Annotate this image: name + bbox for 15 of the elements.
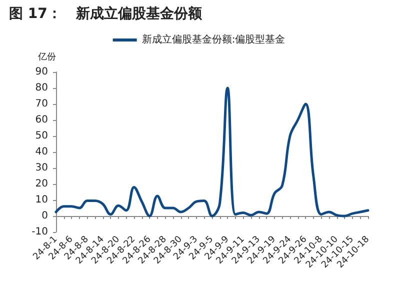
- y-tick-label: 20: [35, 178, 48, 190]
- y-tick-label: 10: [35, 194, 48, 206]
- chart-title: 图 17： 新成立偏股基金份额: [9, 5, 203, 22]
- y-axis-title: 亿份: [37, 52, 56, 62]
- y-tick-label: -10: [32, 226, 48, 238]
- y-tick-label: 90: [35, 66, 48, 78]
- line-series: [54, 86, 370, 218]
- y-tick-label: 0: [42, 210, 48, 222]
- y-tick-label: 60: [35, 114, 48, 126]
- legend-label: 新成立偏股基金份额:偏股型基金: [142, 34, 286, 46]
- y-tick-label: 50: [35, 130, 48, 142]
- y-tick-label: 70: [35, 98, 48, 110]
- y-tick-label: 80: [35, 82, 48, 94]
- y-tick-label: 30: [35, 162, 48, 174]
- y-tick-label: 40: [35, 146, 48, 158]
